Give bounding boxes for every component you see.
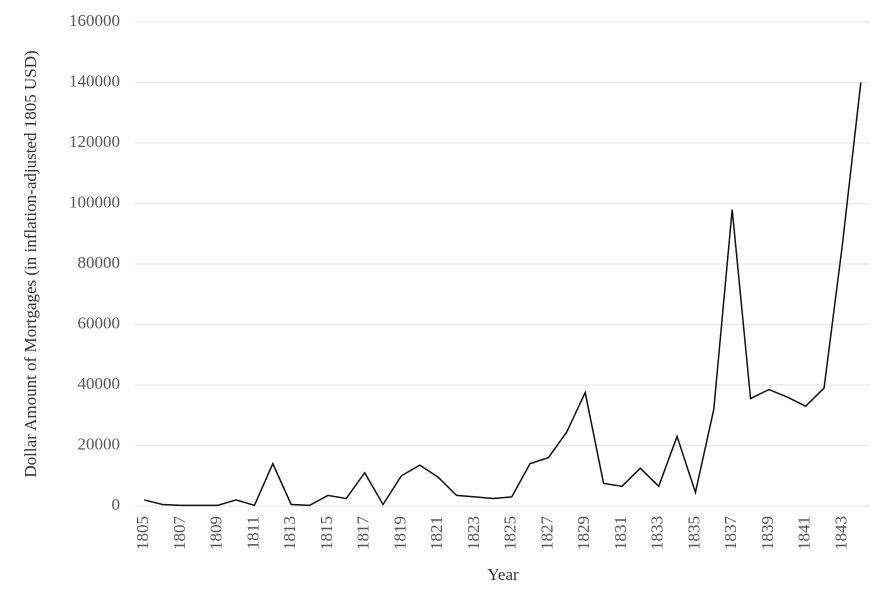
x-tick-label: 1811 xyxy=(243,516,262,549)
x-tick-label: 1835 xyxy=(684,516,703,550)
x-tick-label: 1817 xyxy=(354,516,373,551)
y-tick-label: 100000 xyxy=(69,192,120,211)
y-axis-label: Dollar Amount of Mortgages (in inflation… xyxy=(21,50,40,477)
x-axis-label: Year xyxy=(487,565,519,584)
y-tick-label: 20000 xyxy=(78,434,121,453)
y-tick-label: 80000 xyxy=(78,253,121,272)
x-tick-label: 1839 xyxy=(758,516,777,550)
y-tick-label: 120000 xyxy=(69,132,120,151)
x-tick-label: 1841 xyxy=(795,516,814,550)
x-tick-label: 1819 xyxy=(390,516,409,550)
x-tick-label: 1809 xyxy=(207,516,226,550)
x-tick-label: 1805 xyxy=(133,516,152,550)
y-tick-label: 140000 xyxy=(69,71,120,90)
x-tick-label: 1815 xyxy=(317,516,336,550)
x-tick-label: 1829 xyxy=(574,516,593,550)
y-tick-label: 0 xyxy=(112,495,121,514)
x-tick-label: 1843 xyxy=(831,516,850,550)
x-tick-label: 1813 xyxy=(280,516,299,550)
x-tick-label: 1825 xyxy=(501,516,520,550)
x-tick-label: 1827 xyxy=(537,516,556,551)
x-tick-label: 1831 xyxy=(611,516,630,550)
y-tick-label: 160000 xyxy=(69,11,120,30)
y-tick-label: 40000 xyxy=(78,374,121,393)
data-line xyxy=(144,82,862,507)
y-tick-label: 60000 xyxy=(78,313,121,332)
x-tick-label: 1821 xyxy=(427,516,446,550)
x-tick-label: 1833 xyxy=(648,516,667,550)
x-tick-label: 1837 xyxy=(721,516,740,551)
x-tick-label: 1823 xyxy=(464,516,483,550)
x-tick-label: 1807 xyxy=(170,516,189,551)
